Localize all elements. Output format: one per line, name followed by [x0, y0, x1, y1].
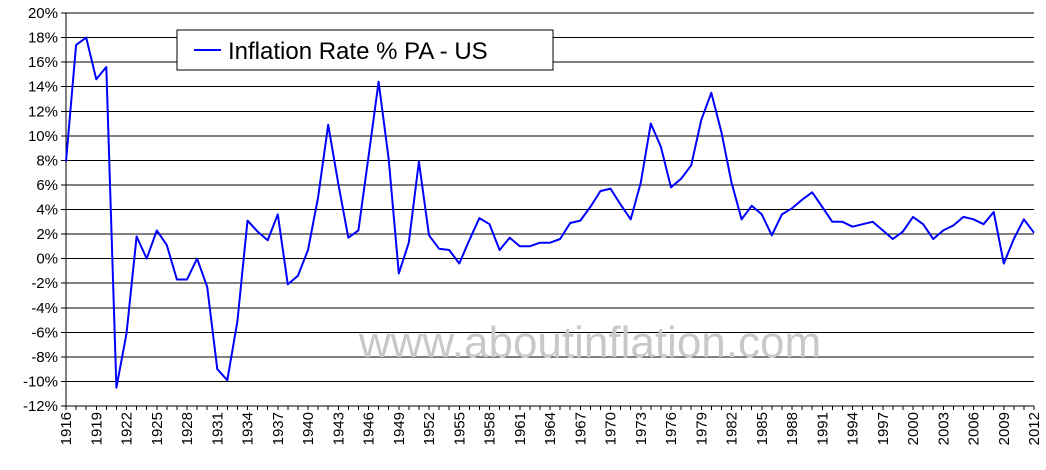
y-tick-label: 2% [36, 226, 58, 243]
x-tick-label: 1985 [754, 412, 771, 445]
x-tick-label: 1979 [693, 412, 710, 445]
x-tick-label: 1934 [240, 412, 257, 445]
y-tick-label: 4% [36, 202, 58, 219]
x-tick-label: 2003 [935, 412, 952, 445]
y-tick-label: -4% [31, 300, 58, 317]
series-layer [65, 36, 1035, 389]
x-tick-label: 1982 [724, 412, 741, 445]
x-tick-label: 2009 [996, 412, 1013, 445]
x-tick-label: 1940 [300, 412, 317, 445]
x-tick-label: 1937 [270, 412, 287, 445]
x-tick-label: 2000 [905, 412, 922, 445]
legend-label: Inflation Rate % PA - US [228, 38, 488, 65]
y-tick-label: 6% [36, 177, 58, 194]
x-axis: 1916 1919 1922 1925 1928 1931 1934 1937 1940 1943… [58, 405, 1043, 445]
x-tick-label: 1967 [572, 412, 589, 445]
x-tick-label: 1994 [845, 412, 862, 445]
x-tick-label: 1964 [542, 412, 559, 445]
legend-box [176, 29, 554, 71]
x-tick-label: 1955 [451, 412, 468, 445]
x-tick-label: 1973 [633, 412, 650, 445]
y-tick-label: 20% [28, 5, 58, 22]
x-tick-label: 2006 [966, 412, 983, 445]
x-tick-label: 1919 [88, 412, 105, 445]
legend: Inflation Rate % PA - US [176, 29, 554, 71]
x-tick-label: 1931 [209, 412, 226, 445]
y-tick-label: -2% [31, 275, 58, 292]
y-tick-label: 14% [28, 79, 58, 96]
y-tick-label: 0% [36, 251, 58, 268]
x-tick-label: 1997 [875, 412, 892, 445]
y-tick-label: 10% [28, 128, 58, 145]
x-tick-label: 1952 [421, 412, 438, 445]
y-axis: -12% -10% -8% -6% -4% -2% 0% 2% 4% 6% 8% 10% 12% 14% 1… [23, 5, 67, 415]
x-tick-label: 1961 [512, 412, 529, 445]
x-tick-label: 1991 [814, 412, 831, 445]
x-tick-label: 1976 [663, 412, 680, 445]
x-tick-label: 1943 [330, 412, 347, 445]
x-tick-label: 1988 [784, 412, 801, 445]
x-tick-label: 1922 [119, 412, 136, 445]
x-tick-label: 2012 [1026, 412, 1043, 445]
y-tick-label: 18% [28, 30, 58, 47]
x-tick-label: 1925 [149, 412, 166, 445]
x-tick-label: 1928 [179, 412, 196, 445]
x-tick-label: 1949 [391, 412, 408, 445]
x-tick-label: 1958 [482, 412, 499, 445]
x-tick-label: 1916 [58, 412, 75, 445]
y-tick-label: -10% [23, 373, 58, 390]
x-tick-label: 1970 [603, 412, 620, 445]
y-tick-label: 12% [28, 103, 58, 120]
gridlines [66, 12, 1034, 407]
watermark-text: www.aboutinflation.com [358, 318, 821, 367]
y-tick-label: 16% [28, 54, 58, 71]
y-tick-label: -8% [31, 349, 58, 366]
y-tick-label: -6% [31, 324, 58, 341]
x-tick-label: 1946 [361, 412, 378, 445]
y-tick-label: -12% [23, 398, 58, 415]
series-line-inflation [65, 36, 1035, 389]
y-tick-label: 8% [36, 152, 58, 169]
